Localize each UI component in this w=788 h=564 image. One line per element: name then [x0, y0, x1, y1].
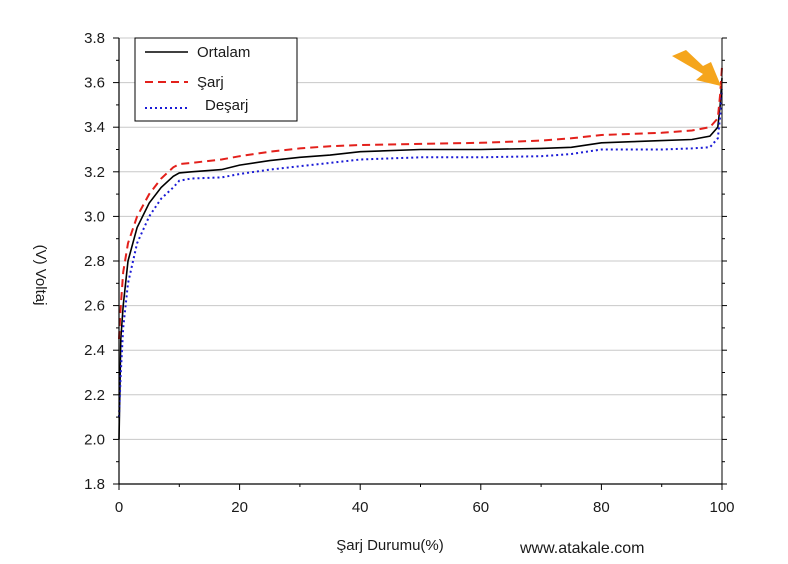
y-tick-label-7: 3.2 — [84, 164, 105, 181]
y-tick-label-6: 3.0 — [84, 208, 105, 225]
y-tick-label-8: 3.4 — [84, 119, 105, 136]
x-tick-label-4: 80 — [593, 499, 610, 516]
watermark: www.atakale.com — [519, 540, 645, 557]
arrow-annotation-icon — [672, 50, 721, 86]
series-line-1 — [118, 66, 723, 340]
legend-label-sarj: Şarj — [197, 74, 224, 91]
y-tick-label-2: 2.2 — [84, 387, 105, 404]
series-lines — [118, 66, 723, 440]
legend-label-desarj: Deşarj — [205, 97, 248, 114]
y-tick-label-3: 2.4 — [84, 342, 105, 359]
x-tick-label-5: 100 — [709, 499, 734, 516]
y-tick-label-10: 3.8 — [84, 30, 105, 47]
x-tick-label-3: 60 — [472, 499, 489, 516]
legend: Ortalam Şarj Deşarj — [134, 37, 298, 122]
y-tick-label-5: 2.8 — [84, 253, 105, 270]
x-tick-label-1: 20 — [231, 499, 248, 516]
y-axis-label: (V) Voltaj — [32, 245, 49, 306]
series-line-0 — [118, 78, 723, 440]
x-tick-label-2: 40 — [352, 499, 369, 516]
legend-label-ortalam: Ortalam — [197, 44, 250, 61]
y-tick-label-1: 2.0 — [84, 431, 105, 448]
ticks: 1.8 2.0 2.2 2.4 2.6 2.8 3.0 3.2 3.4 3.6 3.8 0 20 40 60… — [84, 30, 734, 516]
y-tick-label-0: 1.8 — [84, 476, 105, 493]
x-tick-label-0: 0 — [115, 499, 123, 516]
series-line-2 — [118, 89, 723, 418]
y-tick-label-4: 2.6 — [84, 298, 105, 315]
x-axis-label: Şarj Durumu(%) — [336, 537, 444, 554]
y-tick-label-9: 3.6 — [84, 75, 105, 92]
